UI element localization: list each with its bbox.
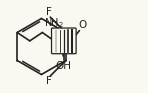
FancyBboxPatch shape bbox=[52, 28, 76, 54]
Polygon shape bbox=[52, 29, 55, 41]
Text: OH: OH bbox=[56, 61, 72, 71]
Text: F: F bbox=[46, 76, 52, 86]
Text: NH$_2$: NH$_2$ bbox=[44, 16, 64, 30]
Text: O: O bbox=[78, 20, 86, 30]
Text: F: F bbox=[46, 7, 52, 17]
